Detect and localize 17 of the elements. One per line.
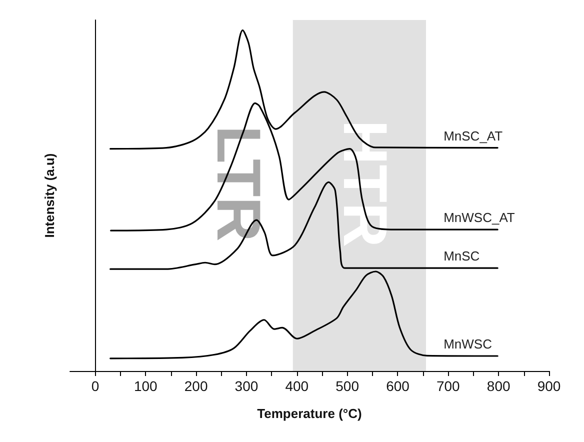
x-tick-label: 0 (91, 378, 100, 394)
series-label: MnSC (444, 248, 480, 264)
x-tick-label: 100 (134, 378, 158, 394)
x-tick-label: 500 (336, 378, 360, 394)
annotation: LTR (203, 126, 272, 242)
x-tick-label: 200 (184, 378, 208, 394)
x-tick-label: 900 (537, 378, 561, 394)
y-axis-title: Intensity (a.u) (42, 153, 57, 238)
x-axis-title: Temperature (°C) (257, 406, 362, 421)
series-label: MnSC_AT (444, 128, 503, 144)
x-tick-label: 300 (234, 378, 258, 394)
series-label: MnWSC_AT (444, 210, 515, 226)
x-tick-label: 800 (486, 378, 510, 394)
x-tick-label: 600 (386, 378, 410, 394)
x-tick-label: 400 (285, 378, 309, 394)
series-label: MnWSC (444, 336, 492, 352)
x-tick-label: 700 (436, 378, 460, 394)
